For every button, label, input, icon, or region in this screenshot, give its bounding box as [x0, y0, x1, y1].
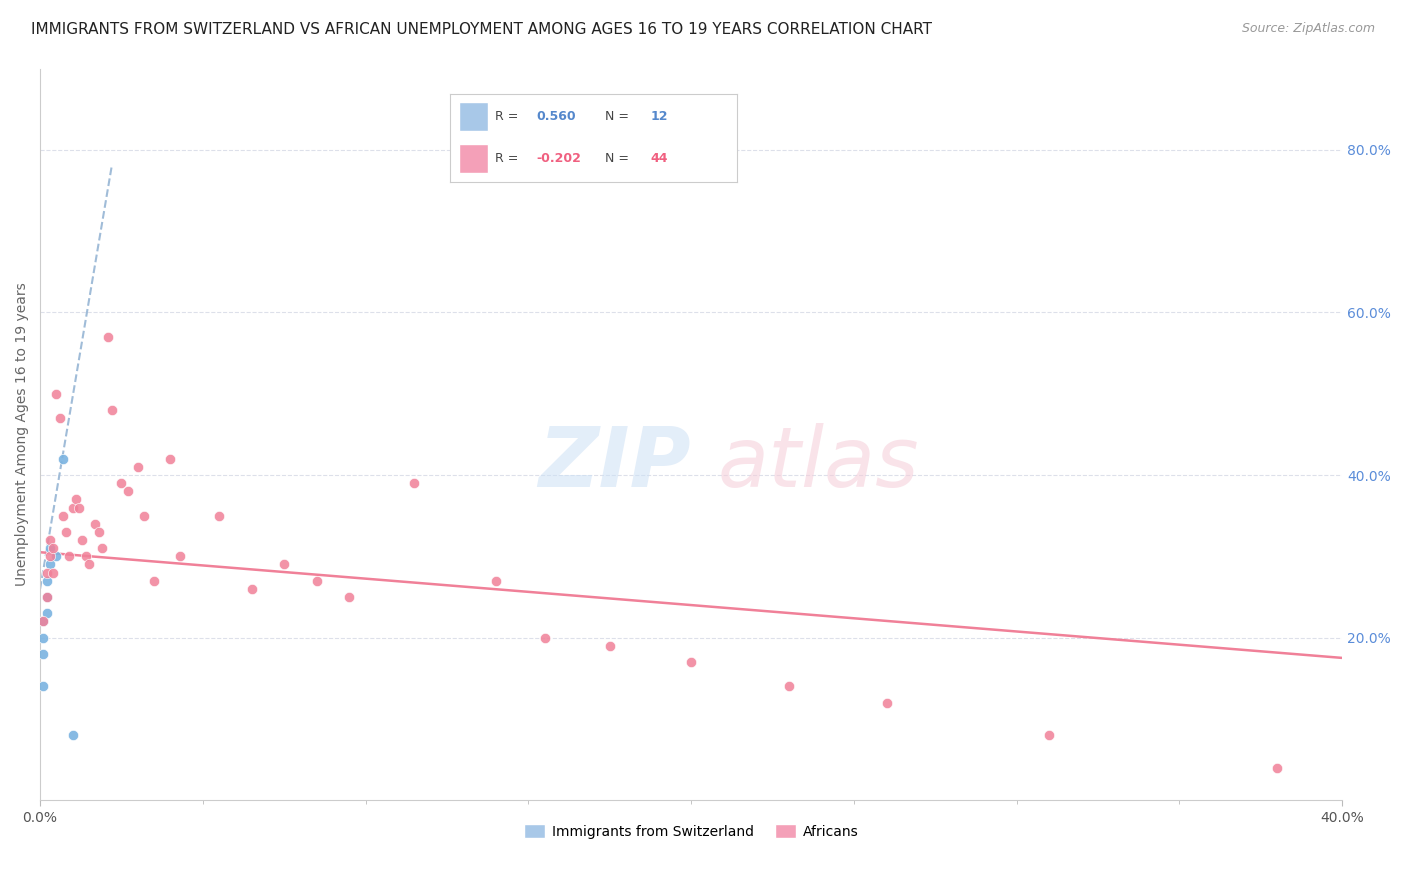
Point	[127, 459, 149, 474]
Point	[35, 590, 58, 604]
Text: atlas: atlas	[717, 423, 920, 504]
Point	[55, 524, 77, 539]
Point	[62, 728, 84, 742]
Point	[273, 558, 295, 572]
Point	[38, 541, 60, 556]
Point	[91, 541, 114, 556]
Point	[208, 508, 231, 523]
Point	[1265, 761, 1288, 775]
Point	[32, 647, 55, 661]
Point	[75, 549, 97, 564]
Point	[62, 500, 84, 515]
Text: Source: ZipAtlas.com: Source: ZipAtlas.com	[1241, 22, 1375, 36]
Point	[32, 631, 55, 645]
Point	[65, 492, 87, 507]
Point	[38, 558, 60, 572]
Point	[169, 549, 191, 564]
Point	[681, 655, 703, 669]
Point	[35, 574, 58, 588]
Point	[67, 500, 90, 515]
Point	[45, 386, 67, 401]
Point	[32, 615, 55, 629]
Point	[100, 403, 122, 417]
Text: IMMIGRANTS FROM SWITZERLAND VS AFRICAN UNEMPLOYMENT AMONG AGES 16 TO 19 YEARS CO: IMMIGRANTS FROM SWITZERLAND VS AFRICAN U…	[31, 22, 932, 37]
Point	[42, 566, 65, 580]
Point	[35, 606, 58, 620]
Point	[240, 582, 263, 596]
Point	[52, 451, 75, 466]
Point	[485, 574, 508, 588]
Point	[778, 679, 800, 693]
Point	[84, 516, 107, 531]
Point	[159, 451, 181, 466]
Point	[48, 411, 70, 425]
Legend: Immigrants from Switzerland, Africans: Immigrants from Switzerland, Africans	[519, 819, 863, 845]
Point	[42, 541, 65, 556]
Point	[305, 574, 328, 588]
Point	[35, 566, 58, 580]
Y-axis label: Unemployment Among Ages 16 to 19 years: Unemployment Among Ages 16 to 19 years	[15, 283, 30, 586]
Point	[35, 590, 58, 604]
Point	[32, 615, 55, 629]
Point	[52, 508, 75, 523]
Point	[77, 558, 100, 572]
Point	[110, 476, 132, 491]
Point	[117, 484, 139, 499]
Point	[533, 631, 555, 645]
Text: ZIP: ZIP	[538, 423, 692, 504]
Point	[58, 549, 80, 564]
Point	[143, 574, 166, 588]
Point	[337, 590, 360, 604]
Point	[876, 696, 898, 710]
Point	[38, 533, 60, 547]
Point	[134, 508, 156, 523]
Point	[45, 549, 67, 564]
Point	[72, 533, 94, 547]
Point	[97, 330, 120, 344]
Point	[599, 639, 621, 653]
Point	[87, 524, 110, 539]
Point	[38, 549, 60, 564]
Point	[1038, 728, 1060, 742]
Point	[32, 679, 55, 693]
Point	[404, 476, 426, 491]
